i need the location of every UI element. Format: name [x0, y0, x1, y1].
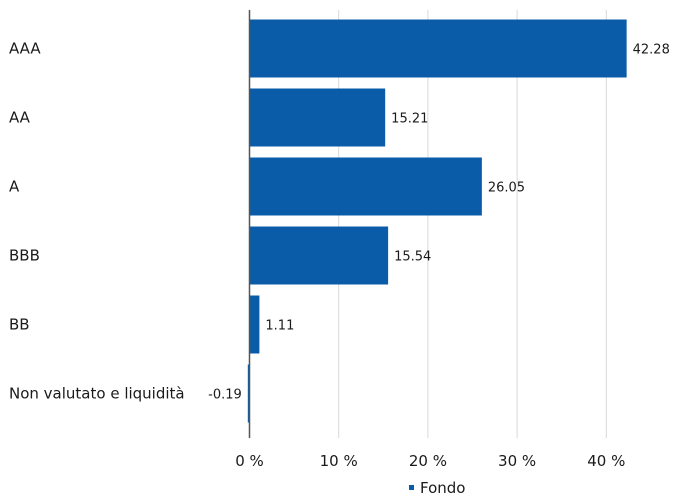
category-label-2: A	[9, 178, 20, 196]
x-tick-label-1: 10 %	[320, 452, 358, 470]
x-tick-labels: 0 % 10 % 20 % 30 % 40 %	[235, 452, 625, 470]
bar-2	[249, 157, 482, 216]
legend-swatch-fondo	[409, 485, 414, 490]
category-label-1: AA	[9, 109, 31, 127]
grid-lines	[338, 10, 607, 438]
data-label-2: 26.05	[488, 181, 525, 196]
data-label-4: 1.11	[265, 319, 294, 334]
legend-label-fondo: Fondo	[420, 479, 465, 497]
bars	[247, 19, 627, 423]
category-label-0: AAA	[9, 40, 41, 58]
data-label-5: -0.19	[208, 388, 242, 403]
bar-1	[249, 88, 386, 147]
category-label-5: Non valutato e liquidità	[9, 385, 185, 403]
x-tick-label-3: 30 %	[498, 452, 536, 470]
data-label-1: 15.21	[391, 112, 428, 127]
data-labels: 42.28 15.21 26.05 15.54 1.11 -0.19	[208, 43, 670, 403]
bar-4	[249, 295, 260, 354]
data-label-0: 42.28	[633, 43, 670, 58]
legend: Fondo	[409, 479, 465, 497]
x-tick-label-0: 0 %	[235, 452, 264, 470]
bar-0	[249, 19, 627, 78]
category-label-3: BBB	[9, 247, 40, 265]
bar-3	[249, 226, 389, 285]
bar-5	[247, 364, 250, 423]
category-label-4: BB	[9, 316, 30, 334]
x-tick-label-4: 40 %	[587, 452, 625, 470]
data-label-3: 15.54	[394, 250, 431, 265]
x-tick-label-2: 20 %	[409, 452, 447, 470]
